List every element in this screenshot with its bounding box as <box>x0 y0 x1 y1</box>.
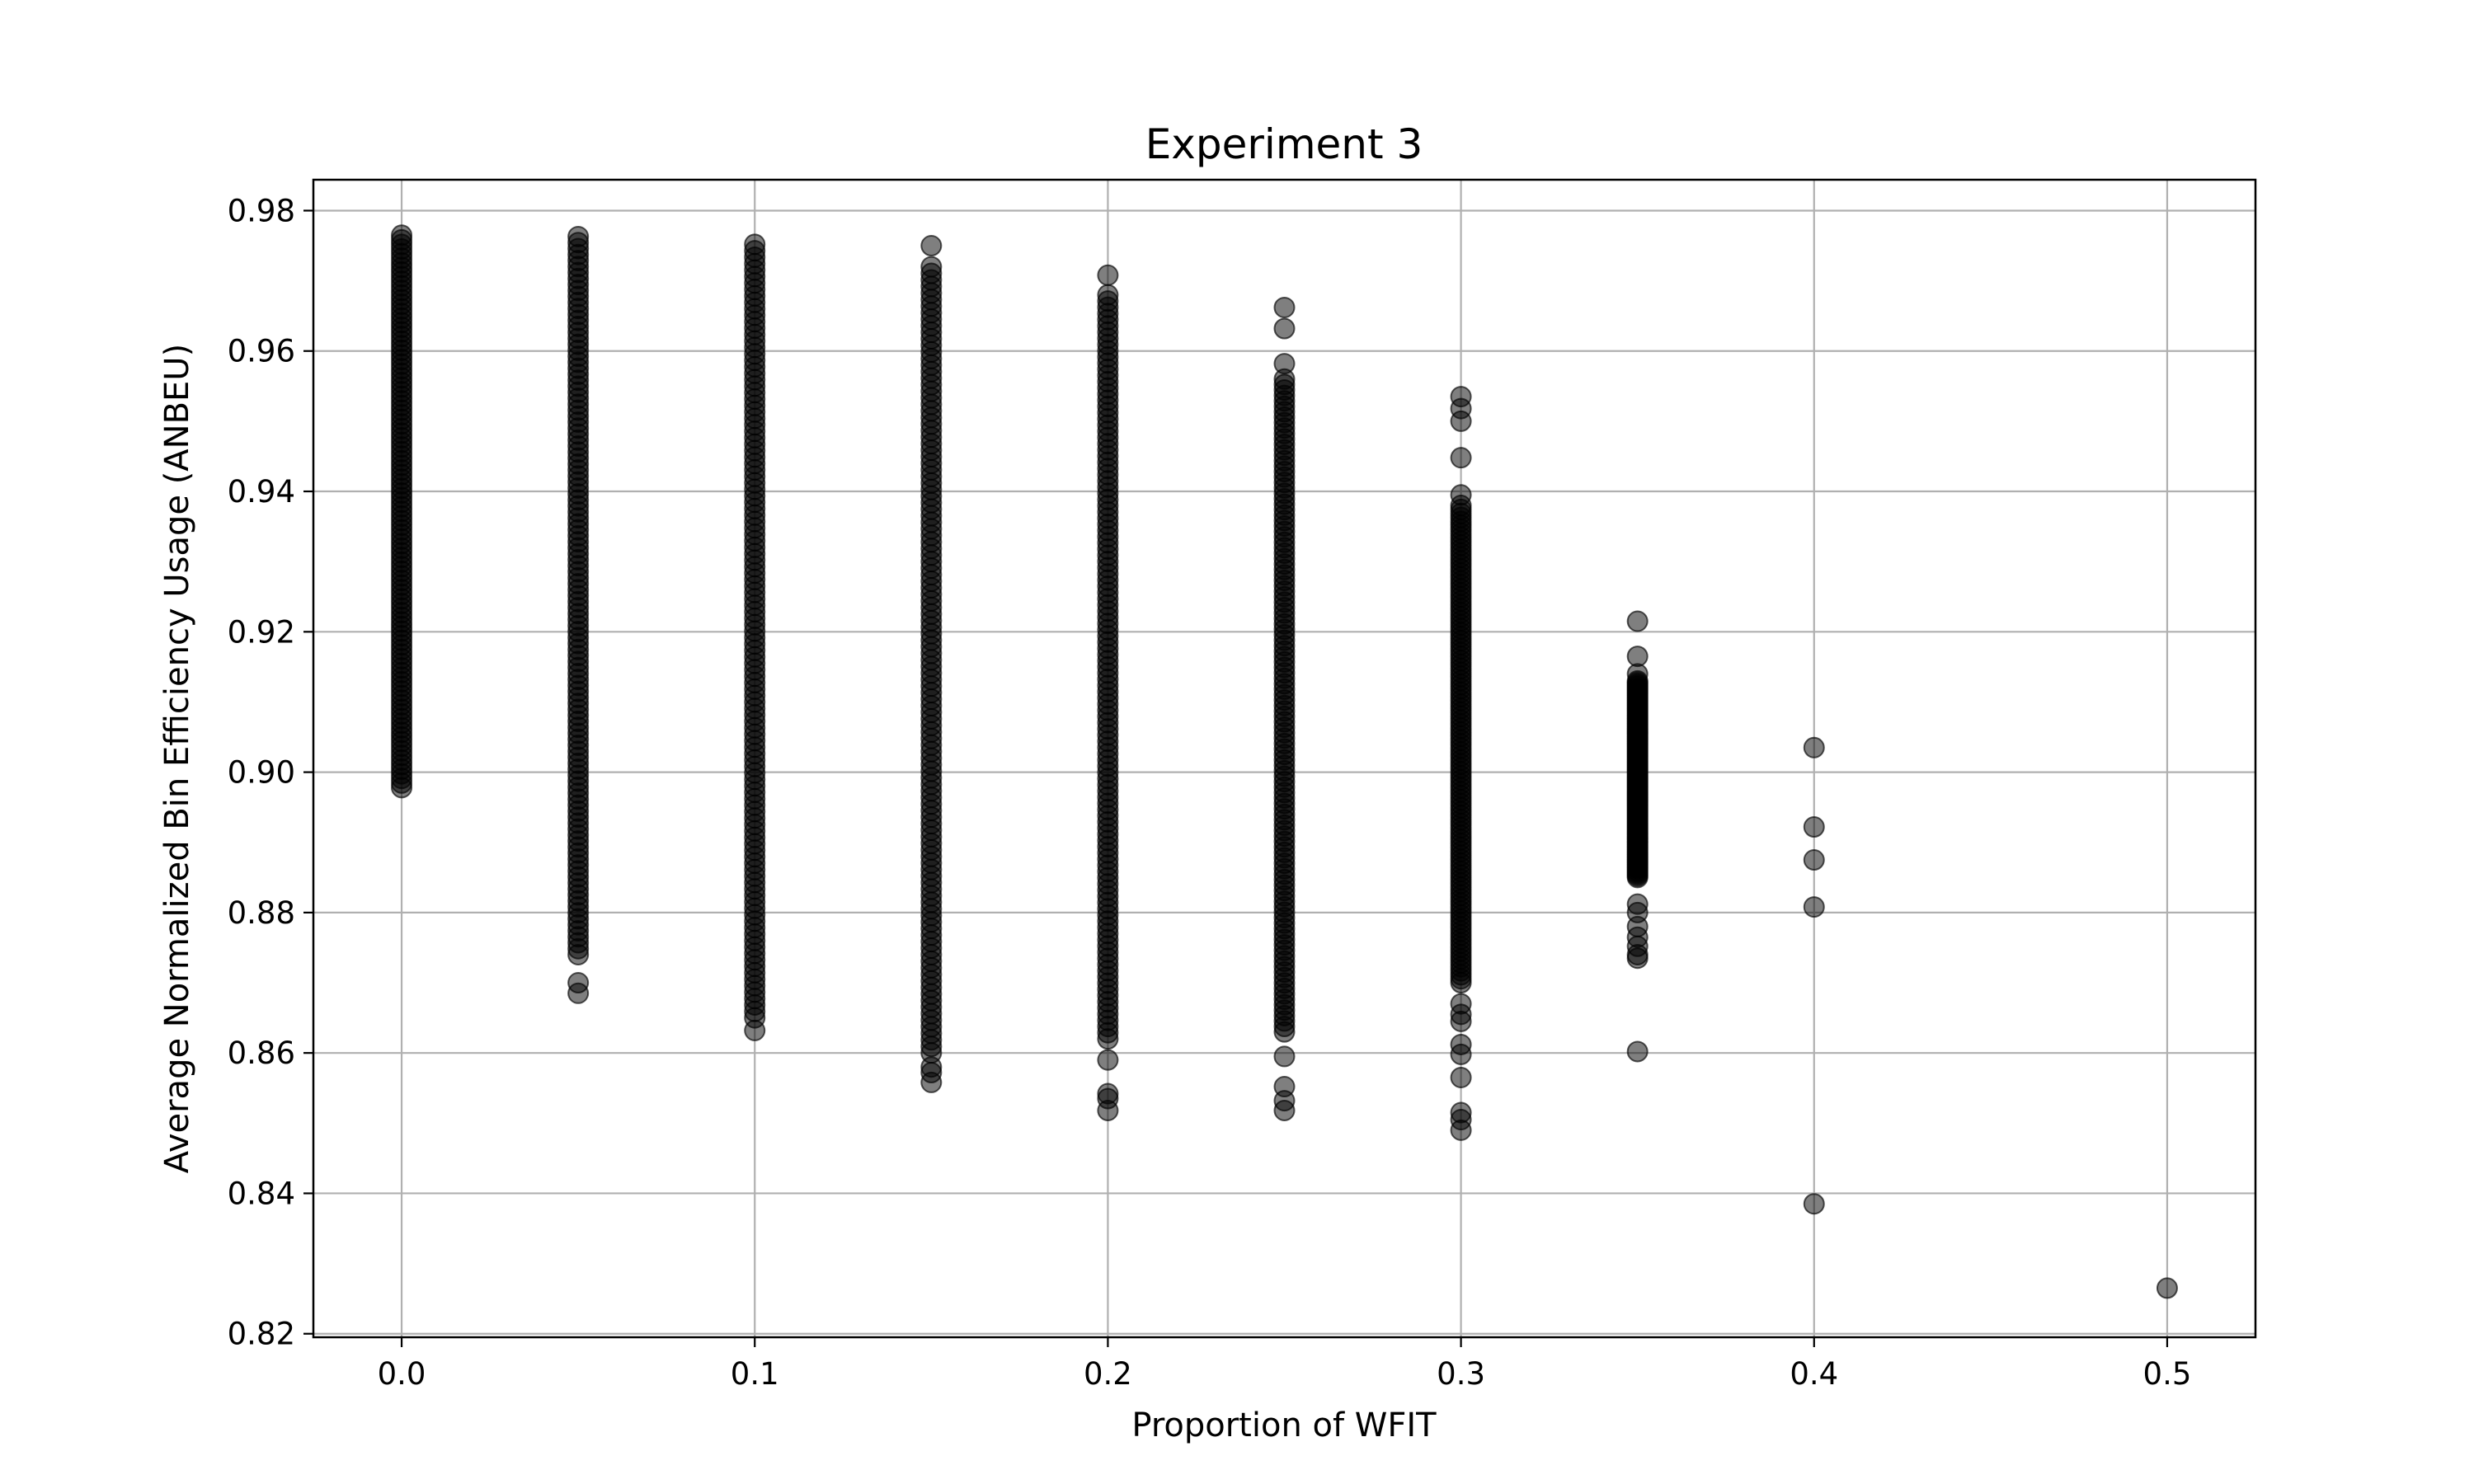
data-point <box>391 224 413 247</box>
data-point <box>1803 896 1825 918</box>
data-point <box>744 1019 766 1041</box>
data-point <box>1450 1043 1472 1065</box>
x-tick-label: 0.2 <box>1084 1356 1132 1392</box>
data-point <box>1450 1066 1472 1088</box>
data-point <box>1273 353 1296 375</box>
data-point <box>1273 1099 1296 1121</box>
data-point <box>1097 1049 1119 1071</box>
plot-frame <box>312 178 2257 1339</box>
data-point <box>1450 484 1472 506</box>
chart-title: Experiment 3 <box>1145 120 1423 168</box>
x-tick-label: 0.4 <box>1790 1356 1838 1392</box>
data-point <box>1803 736 1825 758</box>
data-point <box>567 225 590 247</box>
data-point <box>567 982 590 1004</box>
data-point <box>1626 663 1649 685</box>
x-tick-label: 0.3 <box>1437 1356 1485 1392</box>
data-points <box>391 224 2178 1299</box>
data-point <box>1626 1040 1649 1063</box>
data-point <box>920 1071 943 1093</box>
y-tick-label: 0.94 <box>228 474 295 510</box>
y-tick-label: 0.82 <box>228 1317 295 1352</box>
data-point <box>1803 1193 1825 1215</box>
data-point <box>1626 947 1649 970</box>
data-point <box>1273 296 1296 318</box>
data-point <box>920 235 943 257</box>
y-axis-ticks: 0.82 0.84 0.86 0.88 0.90 0.92 0.94 0.96 0.98 <box>228 193 313 1352</box>
data-point <box>1803 816 1825 838</box>
y-tick-label: 0.96 <box>228 334 295 369</box>
data-point <box>1626 610 1649 632</box>
data-point <box>1450 410 1472 432</box>
data-point <box>1097 264 1119 286</box>
data-point <box>744 233 766 256</box>
y-tick-label: 0.86 <box>228 1036 295 1071</box>
data-point <box>1803 849 1825 871</box>
data-point <box>2156 1277 2178 1299</box>
y-tick-label: 0.84 <box>228 1176 295 1211</box>
x-axis-ticks: 0.0 0.1 0.2 0.3 0.4 0.5 <box>378 1337 2192 1392</box>
data-point <box>1450 447 1472 469</box>
x-tick-label: 0.1 <box>731 1356 779 1392</box>
data-point <box>1097 1099 1119 1121</box>
data-point <box>1097 284 1119 306</box>
y-axis-label: Average Normalized Bin Efficiency Usage … <box>158 344 196 1173</box>
data-point <box>920 256 943 278</box>
x-tick-label: 0.0 <box>378 1356 426 1392</box>
x-axis-label: Proportion of WFIT <box>1131 1407 1437 1444</box>
data-point <box>1450 1119 1472 1141</box>
y-tick-label: 0.92 <box>228 614 295 650</box>
data-point <box>1273 1045 1296 1068</box>
data-point <box>1450 1010 1472 1032</box>
y-tick-label: 0.88 <box>228 895 295 931</box>
y-tick-label: 0.90 <box>228 755 295 791</box>
y-tick-label: 0.98 <box>228 193 295 228</box>
data-point <box>1273 317 1296 340</box>
x-tick-label: 0.5 <box>2143 1356 2192 1392</box>
